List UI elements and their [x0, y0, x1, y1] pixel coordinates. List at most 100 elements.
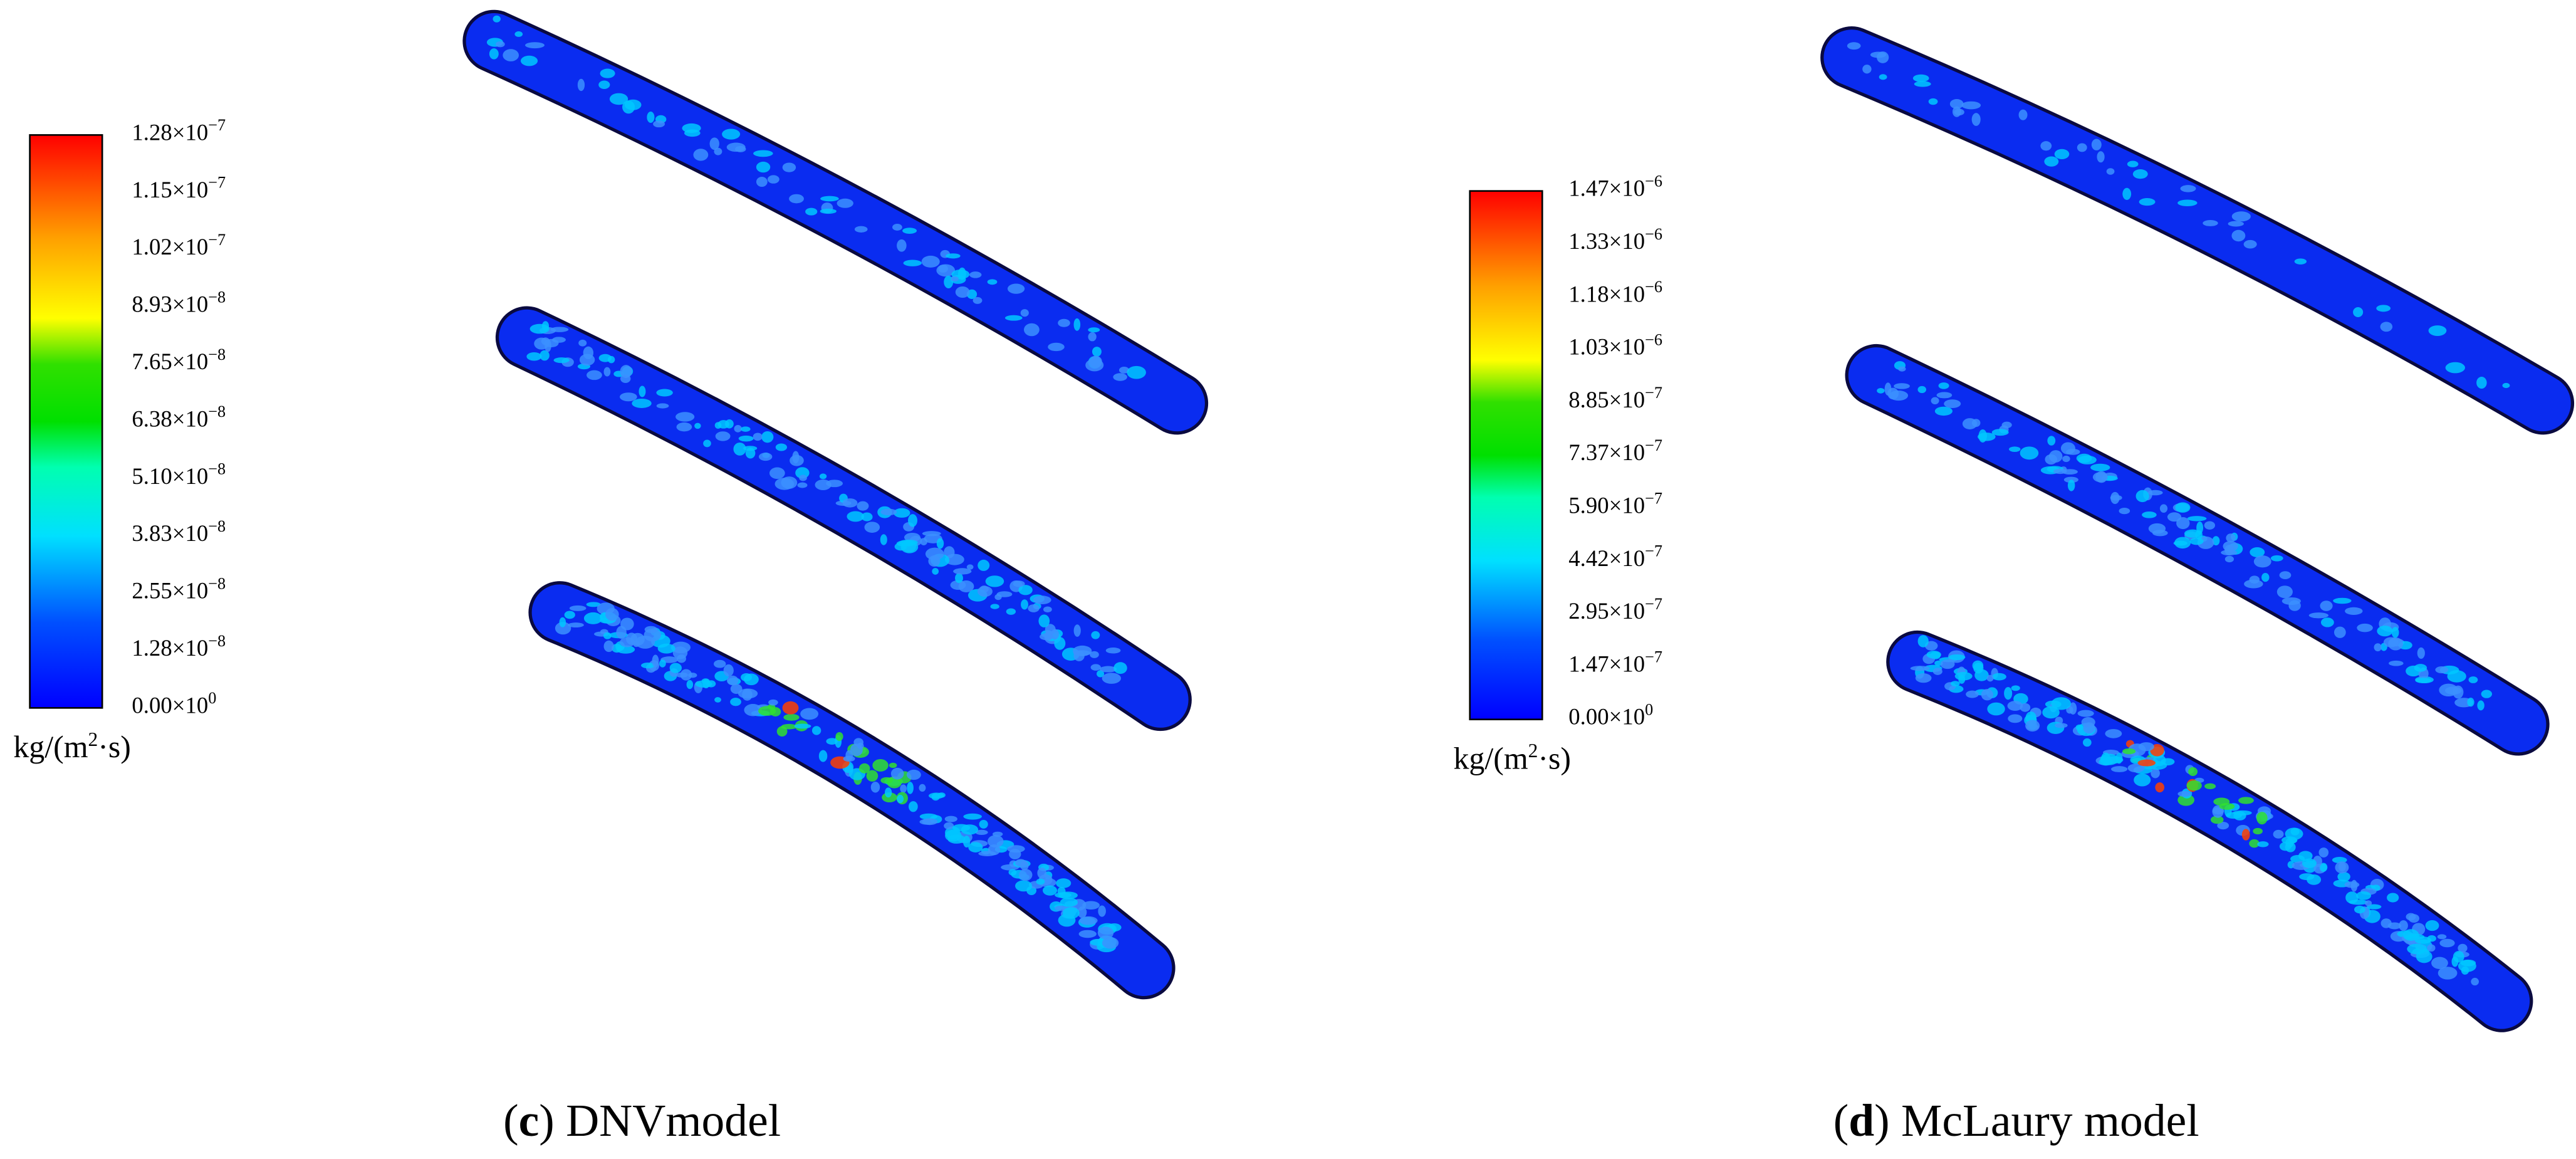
- erosion-spot: [880, 534, 887, 545]
- erosion-spot: [2175, 502, 2191, 513]
- erosion-spot: [2299, 873, 2315, 881]
- erosion-spot: [2471, 977, 2479, 986]
- erosion-spot: [2445, 362, 2465, 374]
- erosion-spot: [703, 439, 711, 448]
- erosion-spot: [1981, 689, 1994, 701]
- erosion-spot: [657, 643, 675, 654]
- erosion-spot: [799, 475, 807, 481]
- erosion-spot: [864, 522, 880, 533]
- colorbar-label: 1.33×10−6: [1568, 225, 1662, 254]
- erosion-spot: [2238, 797, 2254, 804]
- erosion-spot: [2365, 900, 2372, 906]
- erosion-spot: [630, 632, 645, 646]
- erosion-spot: [2256, 812, 2268, 825]
- erosion-spot: [1090, 651, 1099, 658]
- erosion-spot: [2047, 436, 2056, 446]
- erosion-spot: [2406, 913, 2416, 921]
- erosion-spot: [2458, 943, 2468, 953]
- erosion-spot: [944, 822, 954, 830]
- label-base: 6.38×10: [132, 406, 208, 432]
- erosion-spot: [675, 412, 695, 422]
- erosion-spot: [1879, 74, 1887, 80]
- erosion-spot: [2224, 545, 2234, 555]
- erosion-spot: [1090, 664, 1101, 671]
- erosion-spot: [493, 15, 501, 23]
- erosion-spot: [789, 194, 804, 204]
- erosion-spot: [694, 422, 701, 429]
- colorbar-label: 5.90×10−7: [1568, 489, 1662, 518]
- label-exponent: −6: [1645, 225, 1662, 243]
- caption-open: (: [503, 1094, 518, 1146]
- erosion-spot: [2040, 141, 2052, 151]
- erosion-spot: [2425, 920, 2439, 931]
- erosion-spot: [1961, 101, 1981, 110]
- erosion-spot: [1971, 113, 1981, 126]
- erosion-spot: [2018, 109, 2028, 120]
- erosion-spot: [2308, 612, 2329, 619]
- erosion-spot: [1917, 385, 1927, 394]
- erosion-spot: [1051, 629, 1059, 640]
- erosion-spot: [656, 403, 669, 409]
- erosion-spot: [1007, 845, 1025, 853]
- erosion-spot: [552, 337, 566, 343]
- erosion-spot: [2082, 738, 2092, 747]
- label-base: 8.85×10: [1568, 387, 1645, 412]
- erosion-spot: [1058, 318, 1070, 327]
- erosion-spot: [953, 568, 972, 575]
- colorbar-label: 5.10×10−8: [132, 460, 226, 490]
- label-exponent: −8: [208, 345, 226, 364]
- erosion-spot: [907, 782, 914, 794]
- erosion-spot: [686, 679, 694, 690]
- erosion-spot: [693, 149, 709, 161]
- erosion-spot: [1048, 342, 1065, 352]
- erosion-spot: [569, 605, 587, 611]
- erosion-spot: [1986, 674, 1994, 682]
- erosion-spot: [1088, 327, 1100, 333]
- erosion-spot: [2173, 540, 2188, 546]
- erosion-spot: [2081, 716, 2095, 728]
- erosion-spot: [620, 365, 632, 378]
- erosion-spot: [1033, 595, 1051, 604]
- erosion-spot: [975, 829, 988, 836]
- erosion-spot: [2122, 748, 2136, 755]
- erosion-spot: [2294, 258, 2307, 265]
- colorbar-label: 2.55×10−8: [132, 574, 226, 604]
- erosion-spot: [2054, 723, 2068, 728]
- label-base: 0.00×10: [1568, 704, 1645, 730]
- erosion-spot: [1038, 614, 1050, 627]
- erosion-spot: [906, 769, 921, 780]
- erosion-spot: [800, 708, 819, 720]
- erosion-spot: [2318, 847, 2329, 857]
- erosion-spot: [2077, 143, 2087, 152]
- erosion-spot: [2279, 571, 2292, 579]
- erosion-spot: [2110, 766, 2128, 772]
- erosion-spot: [758, 453, 773, 461]
- erosion-spot: [847, 511, 865, 522]
- erosion-spot: [577, 78, 585, 92]
- erosion-spot: [2011, 685, 2020, 691]
- colorbar-label: 1.15×10−7: [132, 174, 226, 203]
- erosion-spot: [889, 762, 897, 768]
- erosion-spot: [714, 422, 722, 429]
- erosion-spot: [2270, 555, 2283, 562]
- erosion-spot: [820, 196, 839, 202]
- erosion-spot: [1021, 599, 1028, 610]
- erosion-spot: [738, 435, 754, 442]
- erosion-spot: [1944, 399, 1961, 408]
- erosion-spot: [587, 370, 602, 380]
- erosion-spot: [2380, 322, 2393, 332]
- erosion-spot: [2461, 966, 2469, 975]
- label-base: 1.47×10: [1568, 651, 1645, 677]
- erosion-spot: [2377, 626, 2393, 637]
- erosion-spot: [2135, 490, 2149, 503]
- erosion-spot: [568, 622, 584, 628]
- erosion-spot: [2062, 455, 2070, 463]
- erosion-spot: [819, 473, 827, 480]
- erosion-spot: [2356, 891, 2372, 900]
- erosion-spot: [489, 48, 499, 60]
- erosion-spot: [1915, 673, 1932, 683]
- label-exponent: −8: [208, 402, 226, 421]
- colorbar-label: 8.85×10−7: [1568, 384, 1662, 413]
- colorbar-label: 1.28×10−8: [132, 632, 226, 661]
